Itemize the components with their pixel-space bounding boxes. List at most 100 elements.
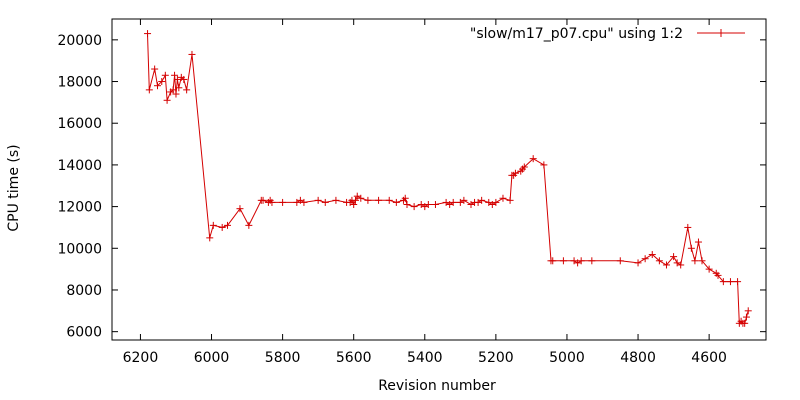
x-tick-label: 5000 bbox=[549, 350, 585, 366]
data-point bbox=[662, 261, 670, 269]
data-point bbox=[511, 169, 519, 177]
axes: 6200 6000 5800 5600 5400 5200 5000 4800 4600 6000… bbox=[57, 18, 767, 366]
data-point bbox=[687, 244, 695, 252]
data-point bbox=[456, 198, 464, 206]
data-point bbox=[385, 196, 393, 204]
data-point bbox=[206, 234, 214, 242]
data-point bbox=[175, 84, 183, 92]
x-tick-label: 5600 bbox=[336, 350, 372, 366]
data-point bbox=[321, 198, 329, 206]
y-tick-label: 10000 bbox=[57, 241, 102, 257]
data-point bbox=[424, 201, 432, 209]
data-point bbox=[351, 196, 359, 204]
data-point bbox=[417, 201, 425, 209]
data-point bbox=[741, 319, 749, 327]
data-point bbox=[180, 75, 188, 83]
y-axis-label: CPU time (s) bbox=[6, 144, 22, 231]
data-point bbox=[677, 261, 685, 269]
data-point bbox=[540, 161, 548, 169]
data-point bbox=[245, 221, 253, 229]
data-point bbox=[173, 75, 181, 83]
data-point bbox=[549, 257, 557, 265]
data-point bbox=[529, 155, 537, 163]
y-tick-label: 16000 bbox=[57, 116, 102, 132]
data-point bbox=[392, 198, 400, 206]
y-tick-label: 6000 bbox=[66, 325, 102, 341]
legend: "slow/m17_p07.cpu" using 1:2 bbox=[470, 26, 745, 42]
data-point bbox=[673, 259, 681, 267]
data-point bbox=[474, 198, 482, 206]
data-point bbox=[332, 196, 340, 204]
data-point bbox=[726, 278, 734, 286]
data-point bbox=[488, 201, 496, 209]
data-point bbox=[698, 257, 706, 265]
data-point bbox=[506, 196, 514, 204]
data-point bbox=[734, 278, 742, 286]
data-point bbox=[520, 163, 528, 171]
data-point bbox=[714, 271, 722, 279]
data-point bbox=[478, 196, 486, 204]
data-point bbox=[357, 194, 365, 202]
data-point bbox=[655, 257, 663, 265]
data-point bbox=[169, 86, 177, 94]
y-tick-label: 12000 bbox=[57, 200, 102, 216]
data-point bbox=[421, 203, 429, 211]
y-tick-label: 8000 bbox=[66, 283, 102, 299]
data-point bbox=[744, 307, 752, 315]
data-point bbox=[449, 198, 457, 206]
y-tick-label: 20000 bbox=[57, 33, 102, 49]
data-point bbox=[570, 257, 578, 265]
y-tick-label: 14000 bbox=[57, 158, 102, 174]
data-point bbox=[375, 196, 383, 204]
data-point bbox=[670, 253, 678, 261]
data-point bbox=[314, 196, 322, 204]
data-point bbox=[574, 259, 582, 267]
series-line bbox=[147, 33, 749, 325]
legend-entry-label: "slow/m17_p07.cpu" using 1:2 bbox=[470, 26, 683, 42]
data-point bbox=[485, 198, 493, 206]
x-tick-label: 6200 bbox=[123, 350, 159, 366]
data-point bbox=[492, 198, 500, 206]
data-point bbox=[144, 30, 152, 38]
data-point bbox=[401, 194, 409, 202]
y-tick-label: 18000 bbox=[57, 75, 102, 91]
data-point bbox=[410, 203, 418, 211]
data-point bbox=[684, 223, 692, 231]
data-point bbox=[161, 71, 169, 79]
data-point bbox=[209, 221, 217, 229]
series-layer bbox=[144, 30, 752, 327]
data-point bbox=[353, 192, 361, 200]
data-point bbox=[705, 265, 713, 273]
data-point bbox=[588, 257, 596, 265]
data-point bbox=[259, 196, 267, 204]
data-point bbox=[641, 255, 649, 263]
data-point bbox=[224, 221, 232, 229]
data-point bbox=[236, 205, 244, 213]
x-tick-label: 5800 bbox=[265, 350, 301, 366]
data-point bbox=[364, 196, 372, 204]
data-point bbox=[446, 201, 454, 209]
x-tick-label: 6000 bbox=[194, 350, 230, 366]
data-point bbox=[188, 50, 196, 58]
data-point bbox=[171, 71, 179, 79]
x-axis-label: Revision number bbox=[378, 378, 496, 394]
data-point bbox=[153, 82, 161, 90]
data-point bbox=[218, 223, 226, 231]
data-point bbox=[300, 198, 308, 206]
x-tick-label: 5400 bbox=[407, 350, 443, 366]
data-point bbox=[145, 86, 153, 94]
data-point bbox=[163, 96, 171, 104]
data-point bbox=[634, 259, 642, 267]
data-point bbox=[350, 201, 358, 209]
data-point bbox=[691, 257, 699, 265]
data-point bbox=[499, 194, 507, 202]
data-point bbox=[151, 65, 159, 73]
data-point bbox=[431, 201, 439, 209]
x-tick-label: 5200 bbox=[478, 350, 514, 366]
data-point bbox=[293, 198, 301, 206]
data-point bbox=[577, 257, 585, 265]
data-point bbox=[268, 198, 276, 206]
data-point bbox=[403, 201, 411, 209]
data-point bbox=[460, 196, 468, 204]
